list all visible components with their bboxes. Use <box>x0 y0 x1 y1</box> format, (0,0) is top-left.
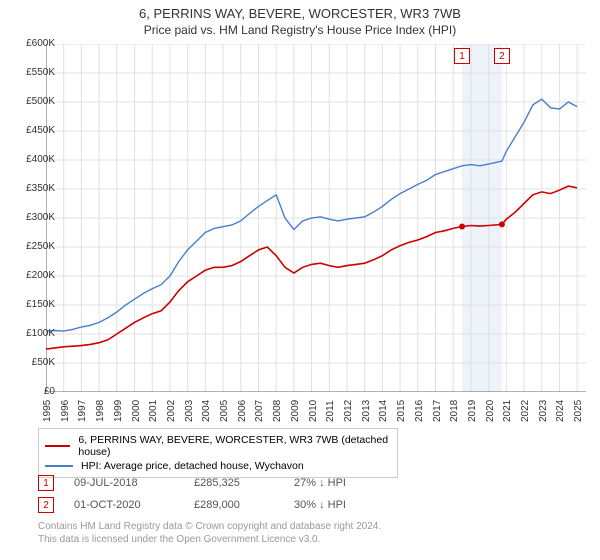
x-tick-label: 2021 <box>502 400 513 422</box>
transaction-marker: 2 <box>38 497 54 513</box>
footer-line: This data is licensed under the Open Gov… <box>38 533 381 546</box>
x-tick-label: 2009 <box>290 400 301 422</box>
legend-label: 6, PERRINS WAY, BEVERE, WORCESTER, WR3 7… <box>78 434 391 458</box>
y-tick-label: £250K <box>11 241 55 252</box>
y-tick-label: £500K <box>11 96 55 107</box>
x-tick-label: 2002 <box>166 400 177 422</box>
y-tick-label: £200K <box>11 270 55 281</box>
y-tick-label: £450K <box>11 125 55 136</box>
legend: 6, PERRINS WAY, BEVERE, WORCESTER, WR3 7… <box>38 428 398 478</box>
x-tick-label: 1997 <box>77 400 88 422</box>
x-tick-label: 2010 <box>308 400 319 422</box>
y-tick-label: £50K <box>11 357 55 368</box>
line-chart-svg <box>46 44 586 392</box>
x-tick-label: 2000 <box>131 400 142 422</box>
legend-swatch <box>45 465 73 467</box>
chart-subtitle: Price paid vs. HM Land Registry's House … <box>0 21 600 41</box>
legend-label: HPI: Average price, detached house, Wych… <box>81 460 304 472</box>
chart-marker-box: 2 <box>494 48 510 64</box>
legend-item: HPI: Average price, detached house, Wych… <box>45 459 391 473</box>
x-tick-label: 2012 <box>343 400 354 422</box>
y-tick-label: £550K <box>11 67 55 78</box>
y-tick-label: £600K <box>11 38 55 49</box>
x-tick-label: 1998 <box>95 400 106 422</box>
x-tick-label: 2004 <box>201 400 212 422</box>
x-tick-label: 2015 <box>396 400 407 422</box>
x-tick-label: 2018 <box>449 400 460 422</box>
transaction-vs-hpi: 30% ↓ HPI <box>294 499 414 511</box>
chart-container: 6, PERRINS WAY, BEVERE, WORCESTER, WR3 7… <box>0 0 600 560</box>
y-tick-label: £150K <box>11 299 55 310</box>
y-tick-label: £400K <box>11 154 55 165</box>
footer-line: Contains HM Land Registry data © Crown c… <box>38 520 381 533</box>
transaction-date: 09-JUL-2018 <box>74 477 194 489</box>
x-tick-label: 2007 <box>254 400 265 422</box>
legend-swatch <box>45 445 70 447</box>
x-tick-label: 2003 <box>184 400 195 422</box>
transaction-marker: 1 <box>38 475 54 491</box>
transaction-table: 1 09-JUL-2018 £285,325 27% ↓ HPI 2 01-OC… <box>38 472 414 516</box>
y-tick-label: £100K <box>11 328 55 339</box>
x-tick-label: 1996 <box>60 400 71 422</box>
x-tick-label: 2008 <box>272 400 283 422</box>
x-tick-label: 2014 <box>378 400 389 422</box>
x-tick-label: 2019 <box>467 400 478 422</box>
transaction-vs-hpi: 27% ↓ HPI <box>294 477 414 489</box>
x-tick-label: 2016 <box>414 400 425 422</box>
chart-title: 6, PERRINS WAY, BEVERE, WORCESTER, WR3 7… <box>0 0 600 21</box>
x-tick-label: 2013 <box>361 400 372 422</box>
y-tick-label: £350K <box>11 183 55 194</box>
transaction-price: £289,000 <box>194 499 294 511</box>
chart-plot-area <box>46 44 586 392</box>
x-tick-label: 2025 <box>573 400 584 422</box>
x-tick-label: 2001 <box>148 400 159 422</box>
y-tick-label: £0 <box>11 386 55 397</box>
legend-item: 6, PERRINS WAY, BEVERE, WORCESTER, WR3 7… <box>45 433 391 459</box>
table-row: 2 01-OCT-2020 £289,000 30% ↓ HPI <box>38 494 414 516</box>
y-tick-label: £300K <box>11 212 55 223</box>
transaction-date: 01-OCT-2020 <box>74 499 194 511</box>
footer-attribution: Contains HM Land Registry data © Crown c… <box>38 520 381 546</box>
table-row: 1 09-JUL-2018 £285,325 27% ↓ HPI <box>38 472 414 494</box>
x-tick-label: 2005 <box>219 400 230 422</box>
x-tick-label: 1999 <box>113 400 124 422</box>
x-tick-label: 2023 <box>538 400 549 422</box>
x-tick-label: 2024 <box>555 400 566 422</box>
x-tick-label: 2020 <box>485 400 496 422</box>
x-tick-label: 2022 <box>520 400 531 422</box>
transaction-price: £285,325 <box>194 477 294 489</box>
x-tick-label: 1995 <box>42 400 53 422</box>
x-tick-label: 2017 <box>432 400 443 422</box>
chart-marker-box: 1 <box>454 48 470 64</box>
x-tick-label: 2011 <box>325 400 336 422</box>
x-tick-label: 2006 <box>237 400 248 422</box>
